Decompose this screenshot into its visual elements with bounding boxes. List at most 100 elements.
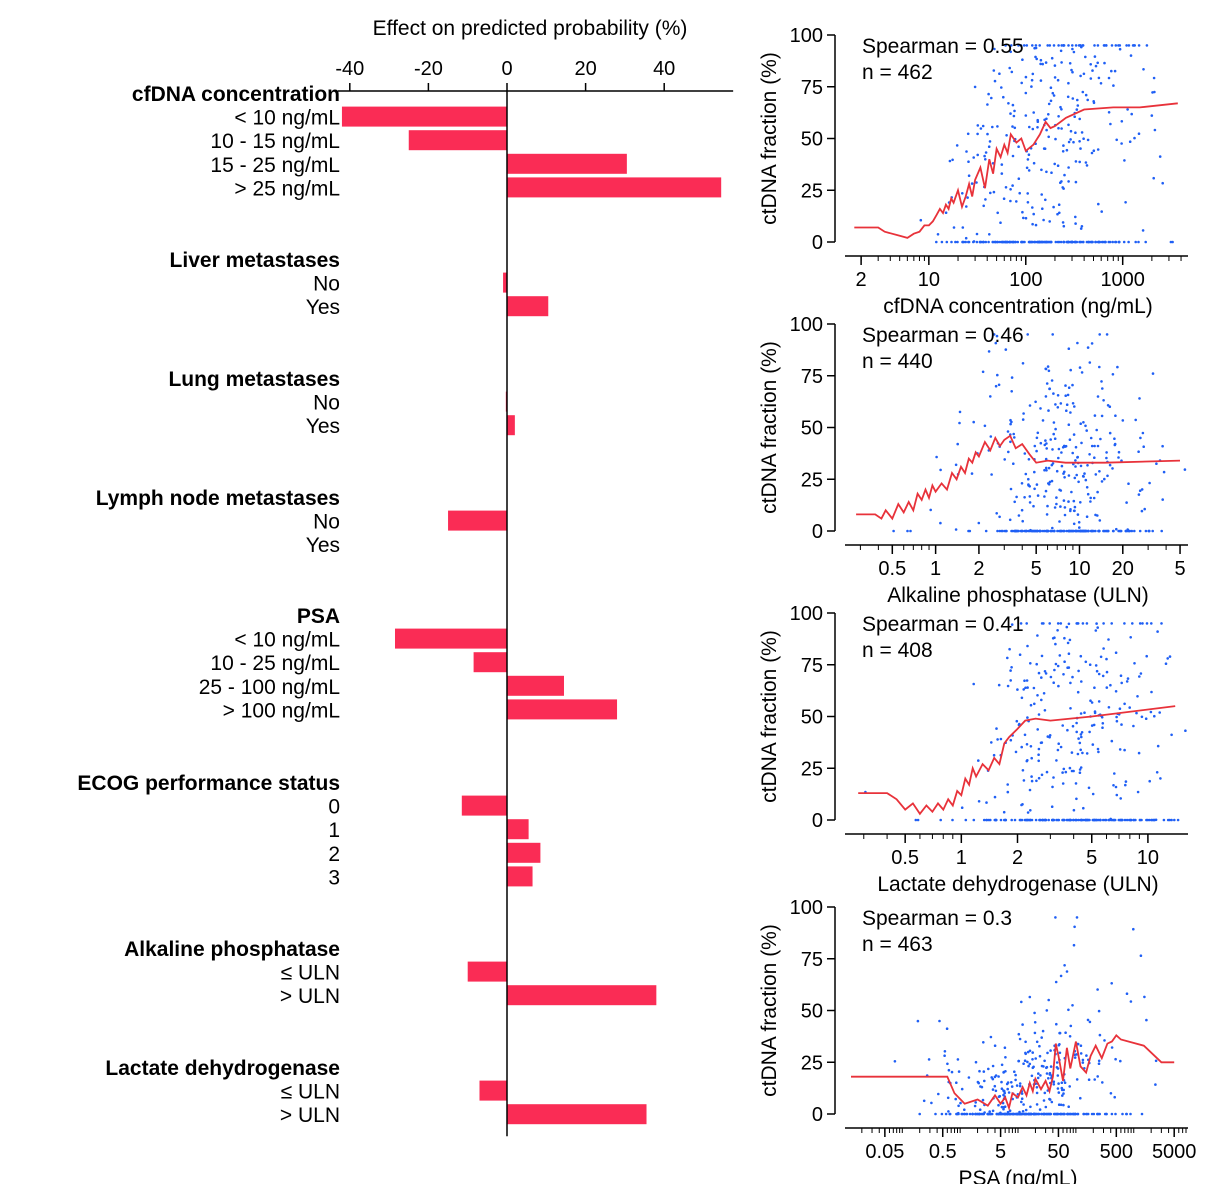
y-axis-title: ctDNA fraction (%): [758, 52, 781, 225]
point: [1074, 529, 1077, 533]
point: [1014, 750, 1018, 754]
point: [987, 350, 991, 353]
point: [1138, 675, 1141, 678]
point: [1096, 747, 1100, 751]
point: [1029, 809, 1032, 812]
point: [1036, 494, 1040, 497]
point: [1036, 694, 1039, 697]
point: [1067, 500, 1070, 503]
point: [1047, 1077, 1050, 1080]
point: [1110, 739, 1114, 743]
point: [990, 1076, 993, 1079]
point: [1117, 529, 1120, 533]
point: [1056, 212, 1059, 216]
point: [939, 818, 942, 822]
point: [1027, 1064, 1030, 1068]
point: [1094, 473, 1098, 476]
point: [1020, 508, 1024, 512]
point: [1105, 657, 1108, 661]
bar: [467, 961, 507, 982]
point: [1062, 767, 1066, 771]
point: [1046, 44, 1049, 47]
point: [960, 806, 964, 809]
point: [1085, 164, 1089, 167]
point: [1024, 529, 1028, 533]
point: [1053, 668, 1056, 672]
y-tick-label: 0: [812, 232, 823, 254]
point: [1048, 734, 1052, 737]
point: [1125, 818, 1129, 822]
point: [1056, 406, 1060, 409]
point: [1116, 365, 1119, 369]
point: [978, 1112, 981, 1116]
point: [994, 1074, 998, 1077]
point: [1039, 529, 1042, 533]
point: [1053, 162, 1056, 166]
point: [1067, 81, 1070, 85]
point: [1049, 1049, 1052, 1052]
point: [1030, 775, 1033, 778]
point: [1078, 526, 1081, 529]
point: [1012, 114, 1016, 118]
point: [1074, 180, 1078, 184]
point: [1016, 529, 1019, 533]
point: [916, 818, 920, 822]
point: [1060, 44, 1063, 47]
point: [1087, 818, 1090, 822]
point: [1043, 1091, 1047, 1095]
point: [1105, 670, 1109, 674]
point: [1066, 95, 1070, 99]
point: [1092, 818, 1096, 822]
point: [1067, 347, 1071, 351]
point: [1138, 818, 1142, 822]
point: [1166, 657, 1169, 660]
point: [972, 420, 975, 424]
point: [1013, 529, 1016, 533]
point: [1043, 495, 1046, 498]
point: [1094, 529, 1097, 533]
point: [1037, 713, 1041, 716]
x-tick-label: 2: [856, 269, 867, 291]
point: [1032, 1112, 1036, 1116]
point: [1067, 529, 1071, 533]
point: [987, 92, 990, 96]
point: [960, 1087, 964, 1091]
point: [1020, 745, 1023, 749]
point: [1032, 212, 1035, 216]
point: [1124, 201, 1127, 204]
category-label: ≤ ULN: [281, 962, 340, 985]
point: [1035, 1040, 1039, 1044]
point: [940, 1112, 944, 1116]
point: [1034, 223, 1038, 227]
point: [1084, 478, 1088, 482]
point: [1098, 240, 1101, 244]
point: [1021, 1023, 1024, 1026]
bar: [507, 819, 529, 840]
point: [967, 1076, 971, 1079]
point: [1002, 810, 1006, 814]
point: [1079, 712, 1083, 715]
point: [1096, 61, 1099, 65]
point: [983, 154, 986, 158]
point: [1015, 1084, 1019, 1087]
point: [1048, 622, 1051, 625]
point: [1063, 173, 1066, 177]
point: [1021, 362, 1025, 365]
bar: [507, 153, 627, 174]
point: [997, 1075, 1000, 1078]
point: [1086, 1112, 1090, 1116]
point: [1084, 424, 1087, 428]
point: [1043, 240, 1046, 244]
point: [1096, 1075, 1099, 1078]
point: [1125, 1112, 1128, 1116]
point: [957, 1070, 961, 1073]
point: [1086, 346, 1090, 349]
point: [1014, 1112, 1017, 1116]
category-label: 0: [328, 796, 340, 819]
point: [1038, 1044, 1041, 1048]
point: [1027, 483, 1030, 486]
point: [1059, 1112, 1062, 1116]
point: [1074, 445, 1078, 449]
point: [1121, 1112, 1124, 1116]
point: [1055, 469, 1059, 473]
